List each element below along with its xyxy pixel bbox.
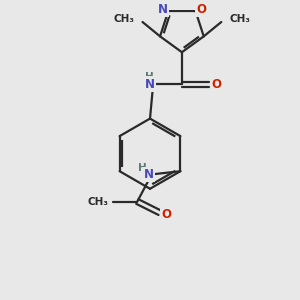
Text: CH₃: CH₃ [88,196,109,206]
Text: H: H [145,72,154,82]
Text: N: N [145,78,155,91]
Text: O: O [211,78,221,91]
Text: CH₃: CH₃ [229,14,250,24]
Text: O: O [162,208,172,221]
Text: N: N [158,3,168,16]
Text: CH₃: CH₃ [113,14,134,24]
Text: O: O [196,3,206,16]
Text: H: H [138,163,146,173]
Text: N: N [143,168,154,181]
